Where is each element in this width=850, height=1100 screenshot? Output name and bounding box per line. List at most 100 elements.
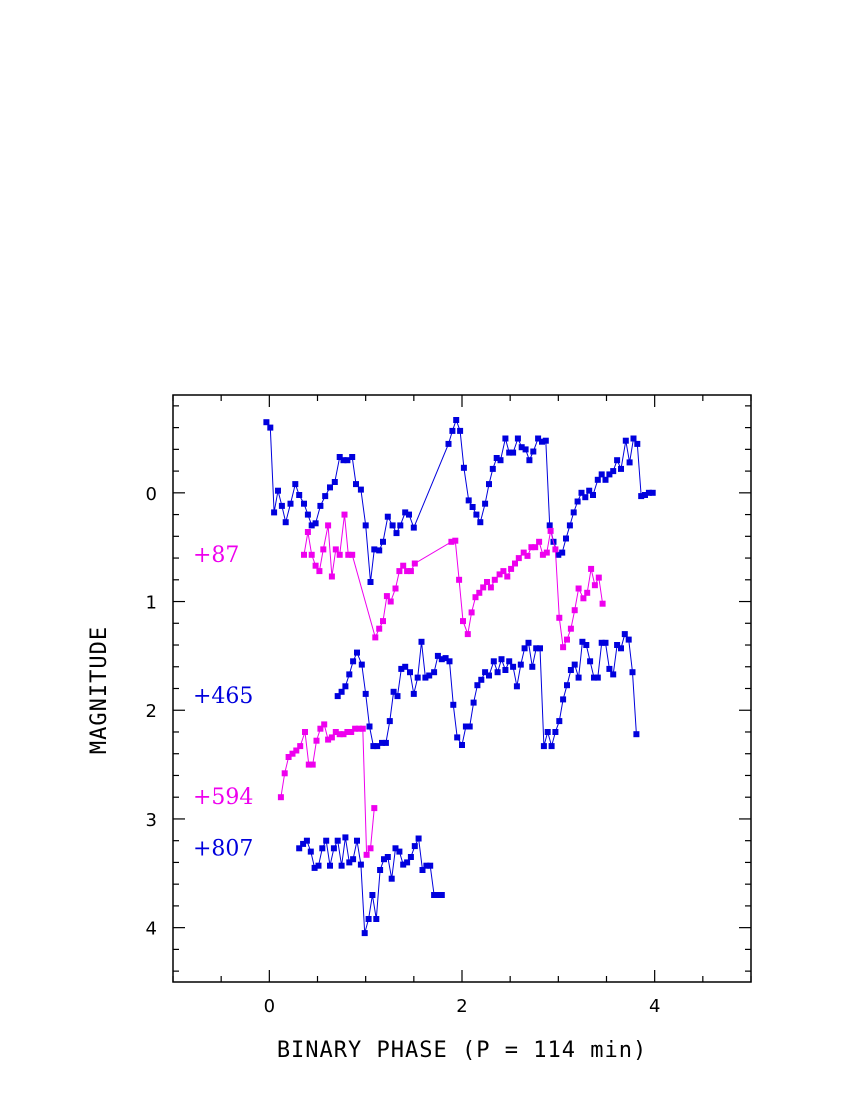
data-point [362,522,369,529]
data-point [537,645,543,652]
data-point [382,739,389,746]
data-point [340,457,347,464]
data-point [502,667,509,673]
data-point [649,489,656,496]
data-point [547,527,554,534]
data-point [336,454,343,460]
data-point [379,739,385,746]
data-point [371,546,378,553]
data-point [528,544,535,551]
data-point [357,861,364,868]
data-point [300,840,307,847]
data-point [431,669,438,676]
data-point [341,511,348,518]
series-3 [277,721,378,858]
data-point [555,551,562,558]
data-point [513,683,520,690]
data-point [278,502,285,509]
data-point [514,435,521,442]
data-point [552,729,559,735]
data-point [415,835,422,842]
data-point [468,609,475,616]
data-point [614,457,621,464]
data-point [338,688,345,695]
data-point [285,754,292,760]
x-tick-label: 4 [649,996,660,1017]
data-point [287,500,294,507]
data-point [398,665,405,672]
data-point [496,571,503,578]
data-point [582,494,589,501]
data-point [571,661,578,668]
data-point [334,693,341,700]
data-point [594,674,601,681]
data-point [510,663,517,670]
data-point [574,498,581,505]
data-point [464,631,471,638]
x-tick-label: 0 [264,996,275,1017]
data-point [460,618,466,625]
data-point [410,524,417,531]
data-point [370,743,377,750]
data-point [633,731,640,738]
series-label: +87 [193,543,239,568]
data-point [312,520,319,527]
data-point [618,465,624,472]
data-point [614,642,621,648]
data-point [546,522,553,529]
data-point [338,862,345,869]
data-point [477,519,484,526]
series-label: +594 [193,785,253,810]
data-point [377,867,384,873]
data-point [390,688,397,695]
data-point [438,656,445,663]
data-point [626,459,633,466]
data-point [427,862,434,869]
data-point [542,437,549,444]
data-point [474,682,481,689]
data-point [396,848,403,855]
plot-frame [172,394,752,983]
data-point [381,856,387,863]
data-point [355,725,362,732]
data-point [332,729,339,735]
data-point [472,594,479,601]
data-point [402,663,409,670]
data-point [325,522,332,529]
data-point [407,568,414,575]
data-point [486,481,492,488]
data-point [504,573,511,580]
series-line [303,514,604,649]
data-point [302,729,308,735]
data-point [462,723,469,730]
data-point [442,655,449,662]
data-point [594,476,601,483]
data-point [394,693,401,700]
data-point [317,725,324,732]
data-point [453,417,460,423]
data-point [296,845,303,852]
data-point [489,465,496,472]
data-point [598,639,605,646]
data-point [349,551,356,558]
data-point [406,511,412,518]
data-point [380,618,386,625]
data-point [469,504,476,510]
y-tick-labels: 0 1 2 3 4 [146,484,157,940]
data-point [392,585,399,592]
data-point [297,743,304,750]
data-point [400,861,407,868]
data-point [478,676,485,683]
series-label: +465 [193,684,253,709]
data-point [618,645,624,652]
data-point [340,731,347,738]
data-point [334,837,341,844]
data-point [465,497,472,504]
data-point [359,725,366,732]
data-point [525,639,532,646]
data-point [526,457,533,464]
data-point [506,449,513,456]
data-point [346,859,353,866]
data-point [342,683,349,690]
